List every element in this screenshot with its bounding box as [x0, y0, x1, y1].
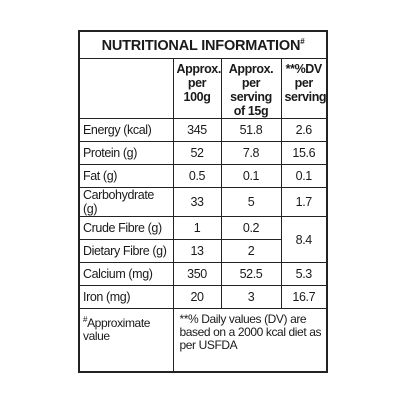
- value-cell: 52: [172, 141, 222, 165]
- value-cell: 15.6: [280, 141, 328, 165]
- value-cell: 3: [220, 285, 282, 309]
- data-row: Carbohydrate (g) 33 5 1.7: [78, 187, 328, 217]
- label-cell: Calcium (mg): [78, 262, 174, 286]
- nutrition-table: NUTRITIONAL INFORMATION# Approx. per 100g A…: [78, 30, 329, 373]
- data-row: Energy (kcal) 345 51.8 2.6: [78, 118, 328, 142]
- table-body: NUTRITIONAL INFORMATION# Approx. per 100g A…: [78, 30, 328, 373]
- value-cell: 8.4: [280, 216, 328, 263]
- value-cell: 51.8: [220, 118, 282, 142]
- value-cell: 1.7: [280, 187, 328, 217]
- value-cell: 0.2: [220, 216, 282, 240]
- value-cell: 0.1: [280, 164, 328, 188]
- value-cell: 0.1: [220, 164, 282, 188]
- header-text: of 15g: [233, 104, 269, 118]
- label-cell: Fat (g): [78, 164, 174, 188]
- header-text: Approx.: [176, 62, 222, 76]
- header-text: per: [294, 76, 314, 90]
- label-cell: Energy (kcal): [78, 118, 174, 142]
- value-cell: 13: [172, 239, 222, 263]
- value-cell: 7.8: [220, 141, 282, 165]
- footer-row: #Approximate value **% Daily values (DV) …: [78, 308, 328, 373]
- title-mark: #: [300, 36, 305, 46]
- value-cell: 33: [172, 187, 222, 217]
- header-cell: **%DV per serving: [280, 58, 328, 119]
- data-row: Protein (g) 52 7.8 15.6: [78, 141, 328, 165]
- value-cell: 350: [172, 262, 222, 286]
- header-row: Approx. per 100g Approx. per serving of 15g **…: [78, 58, 328, 119]
- footer-mark: #: [83, 315, 88, 324]
- header-cell: [78, 58, 174, 119]
- value-cell: 52.5: [220, 262, 282, 286]
- data-row: Dietary Fibre (g) 13 2: [78, 239, 327, 263]
- data-row: Calcium (mg) 350 52.5 5.3: [78, 262, 328, 286]
- data-row: Crude Fibre (g) 1 0.2 8.4: [78, 216, 328, 263]
- value-cell: 5.3: [280, 262, 328, 286]
- value-cell: 20: [172, 285, 222, 309]
- label-cell: Crude Fibre (g): [78, 216, 174, 240]
- header-cell: Approx. per 100g: [172, 58, 222, 119]
- header-cell: Approx. per serving of 15g: [220, 58, 282, 119]
- value-cell: 5: [220, 187, 282, 217]
- title: NUTRITIONAL INFORMATION: [101, 37, 301, 54]
- label-cell: Protein (g): [78, 141, 174, 165]
- value-cell: 345: [172, 118, 222, 142]
- data-row: Iron (mg) 20 3 16.7: [78, 285, 328, 309]
- header-text: serving: [284, 90, 327, 104]
- footer-left-text: Approximate value: [83, 316, 151, 343]
- title-row: NUTRITIONAL INFORMATION#: [78, 30, 328, 59]
- header-text: **%DV: [285, 62, 323, 76]
- value-cell: 2.6: [280, 118, 328, 142]
- nutrition-panel: NUTRITIONAL INFORMATION# Approx. per 100g A…: [78, 30, 329, 373]
- value-cell: 1: [172, 216, 222, 240]
- footer-right: **% Daily values (DV) are based on a 200…: [172, 308, 328, 373]
- title-cell: NUTRITIONAL INFORMATION#: [78, 30, 328, 59]
- value-cell: 0.5: [172, 164, 222, 188]
- header-text: 100g: [183, 90, 211, 104]
- footer-left: #Approximate value: [78, 308, 174, 373]
- header-text: per serving: [230, 76, 272, 104]
- header-text: Approx.: [228, 62, 274, 76]
- header-text: per: [187, 76, 207, 90]
- data-row: Fat (g) 0.5 0.1 0.1: [78, 164, 328, 188]
- label-cell: Iron (mg): [78, 285, 174, 309]
- label-cell: Carbohydrate (g): [78, 187, 174, 217]
- value-cell: 16.7: [280, 285, 328, 309]
- value-cell: 2: [220, 239, 282, 263]
- label-cell: Dietary Fibre (g): [78, 239, 174, 263]
